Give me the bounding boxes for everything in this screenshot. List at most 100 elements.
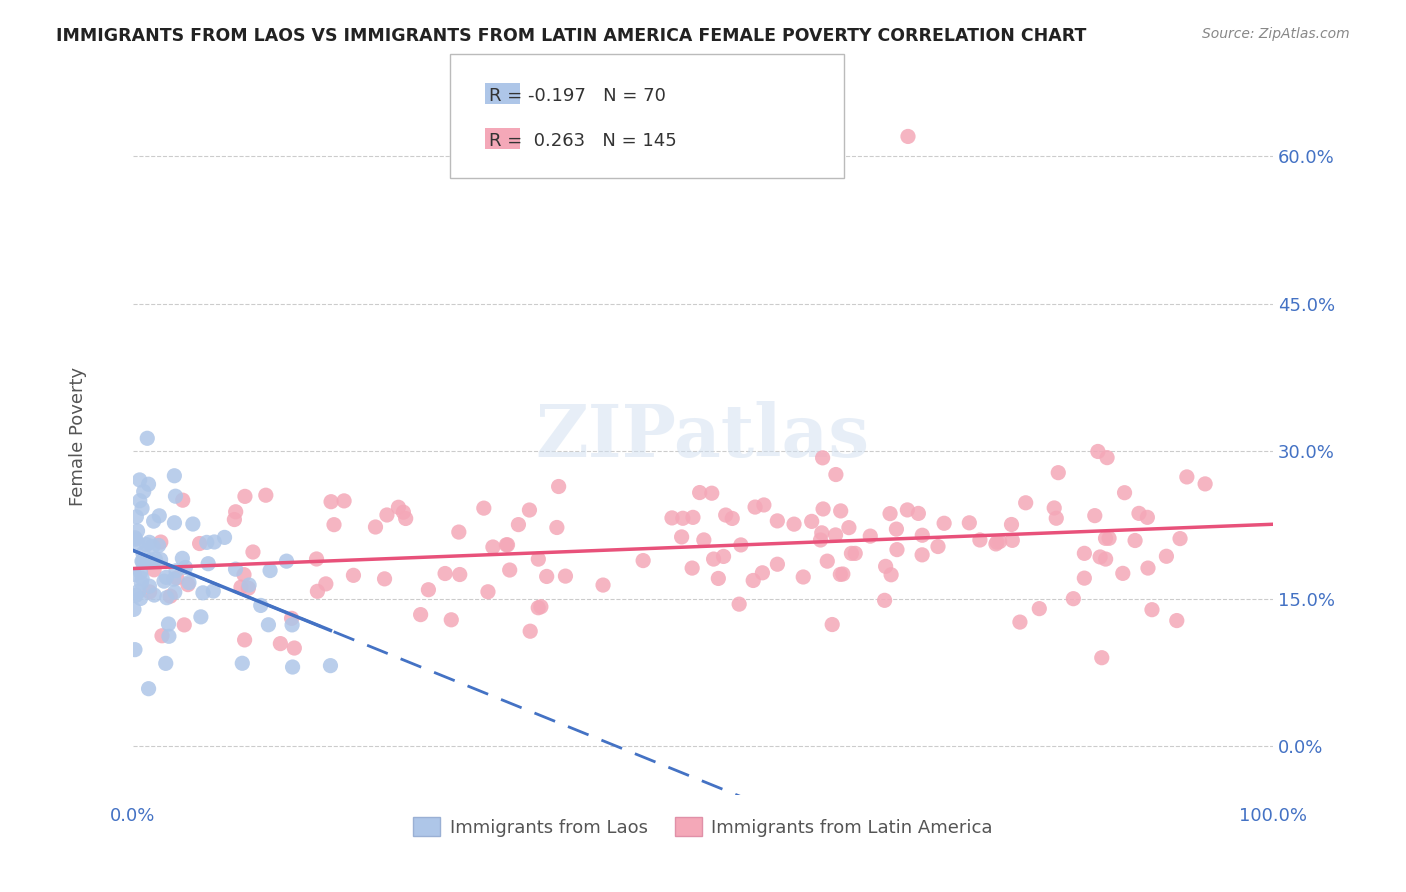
Point [319, 658, 342, 673]
Point [495, 538, 517, 552]
Point [969, 533, 991, 547]
Point [315, 577, 337, 591]
Point [191, 586, 214, 600]
Point [375, 508, 398, 522]
Point [229, 580, 252, 594]
Point [197, 557, 219, 571]
Point [984, 537, 1007, 551]
Point [128, 493, 150, 508]
Point [1028, 601, 1050, 615]
Point [257, 617, 280, 632]
Point [149, 535, 172, 549]
Point [281, 618, 304, 632]
Point [1001, 533, 1024, 548]
Point [122, 602, 145, 616]
Point [214, 530, 236, 544]
Point [165, 564, 187, 578]
Point [742, 574, 765, 588]
Point [125, 509, 148, 524]
Y-axis label: Female Poverty: Female Poverty [69, 367, 87, 506]
Point [703, 552, 725, 566]
Point [880, 567, 903, 582]
Point [172, 493, 194, 508]
Point [159, 589, 181, 603]
Point [1112, 566, 1135, 581]
Point [830, 504, 852, 518]
Point [307, 584, 329, 599]
Point [810, 525, 832, 540]
Point [131, 501, 153, 516]
Point [225, 505, 247, 519]
Point [124, 532, 146, 546]
Point [896, 503, 918, 517]
Point [1088, 549, 1111, 564]
Point [844, 546, 866, 560]
Point [1008, 615, 1031, 629]
Point [124, 531, 146, 545]
Point [124, 642, 146, 657]
Point [148, 508, 170, 523]
Point [181, 516, 204, 531]
Point [188, 536, 211, 550]
Point [1091, 650, 1114, 665]
Point [1015, 496, 1038, 510]
Point [157, 617, 180, 632]
Point [824, 528, 846, 542]
Point [927, 540, 949, 554]
Point [238, 578, 260, 592]
Point [233, 567, 256, 582]
Point [364, 520, 387, 534]
Point [136, 554, 159, 568]
Point [841, 546, 863, 560]
Point [276, 554, 298, 568]
Point [195, 535, 218, 549]
Point [440, 613, 463, 627]
Point [800, 515, 823, 529]
Point [766, 514, 789, 528]
Point [409, 607, 432, 622]
Point [163, 572, 186, 586]
Point [190, 610, 212, 624]
Point [177, 575, 200, 590]
Point [165, 489, 187, 503]
Point [886, 542, 908, 557]
Point [547, 479, 569, 493]
Point [131, 575, 153, 590]
Point [127, 524, 149, 538]
Point [1087, 444, 1109, 458]
Point [477, 584, 499, 599]
Point [482, 540, 505, 554]
Point [449, 567, 471, 582]
Point [259, 564, 281, 578]
Point [225, 562, 247, 576]
Point [143, 563, 166, 577]
Point [139, 553, 162, 567]
Point [163, 516, 186, 530]
Point [392, 505, 415, 519]
Point [129, 566, 152, 580]
Text: R =  0.263   N = 145: R = 0.263 N = 145 [489, 132, 678, 150]
Point [631, 553, 654, 567]
Point [730, 538, 752, 552]
Point [752, 498, 775, 512]
Point [1084, 508, 1107, 523]
Point [682, 510, 704, 524]
Point [418, 582, 440, 597]
Point [815, 554, 838, 568]
Point [1073, 571, 1095, 585]
Point [700, 486, 723, 500]
Point [233, 632, 256, 647]
Point [132, 546, 155, 560]
Point [873, 593, 896, 607]
Point [233, 489, 256, 503]
Point [238, 581, 260, 595]
Point [387, 500, 409, 515]
Point [202, 584, 225, 599]
Point [811, 502, 834, 516]
Point [156, 591, 179, 605]
Point [132, 484, 155, 499]
Point [129, 591, 152, 606]
Text: Source: ZipAtlas.com: Source: ZipAtlas.com [1202, 27, 1350, 41]
Point [138, 579, 160, 593]
Point [838, 521, 860, 535]
